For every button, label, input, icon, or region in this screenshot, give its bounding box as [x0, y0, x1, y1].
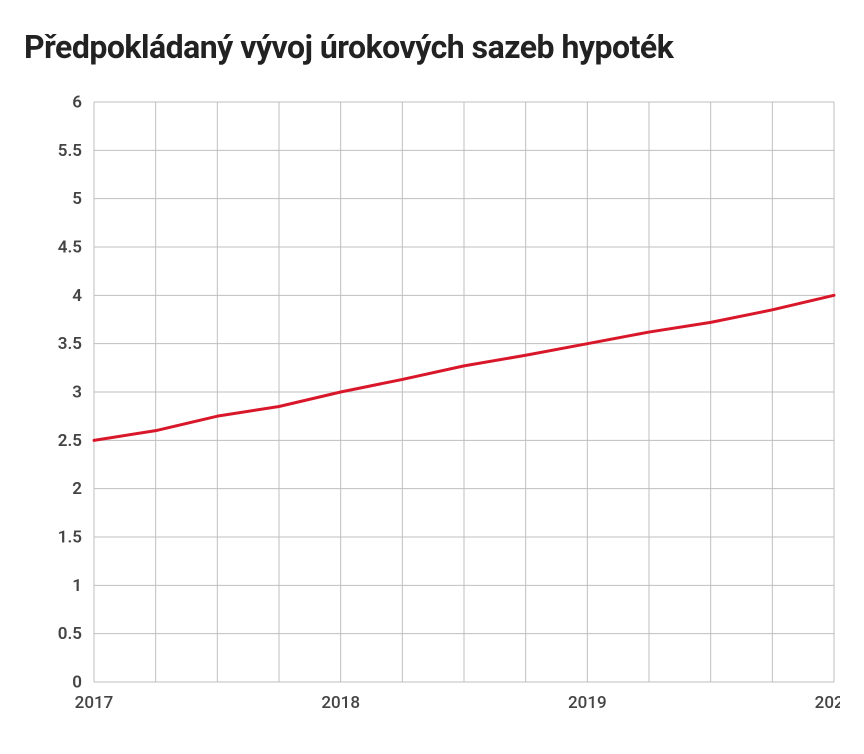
- y-tick-label: 3.5: [58, 334, 82, 354]
- y-tick-label: 1: [72, 576, 82, 596]
- x-tick-label: 2019: [568, 693, 607, 713]
- y-tick-label: 2.5: [58, 431, 82, 451]
- chart-container: Předpokládaný vývoj úrokových sazeb hypo…: [0, 0, 864, 754]
- y-tick-label: 6: [72, 92, 82, 112]
- y-tick-label: 2: [72, 479, 82, 499]
- y-tick-label: 5: [72, 189, 82, 209]
- x-tick-label: 2020: [815, 693, 840, 713]
- line-chart-svg: 0 0.5 1 1.5 2 2.5 3 3.5 4 4.5 5 5.5 6 2017 2018 2019 202…: [24, 90, 840, 730]
- y-tick-label: 1.5: [58, 527, 82, 547]
- x-tick-label: 2017: [75, 693, 114, 713]
- x-tick-label: 2018: [321, 693, 360, 713]
- y-tick-label: 4: [72, 286, 82, 306]
- chart-plot-area: 0 0.5 1 1.5 2 2.5 3 3.5 4 4.5 5 5.5 6 2017 2018 2019 202…: [24, 90, 840, 730]
- chart-title: Předpokládaný vývoj úrokových sazeb hypo…: [24, 28, 840, 66]
- y-tick-label: 5.5: [58, 141, 82, 161]
- y-tick-label: 0.5: [58, 624, 82, 644]
- y-tick-label: 3: [72, 382, 82, 402]
- y-tick-label: 4.5: [58, 237, 82, 257]
- y-tick-label: 0: [72, 672, 82, 692]
